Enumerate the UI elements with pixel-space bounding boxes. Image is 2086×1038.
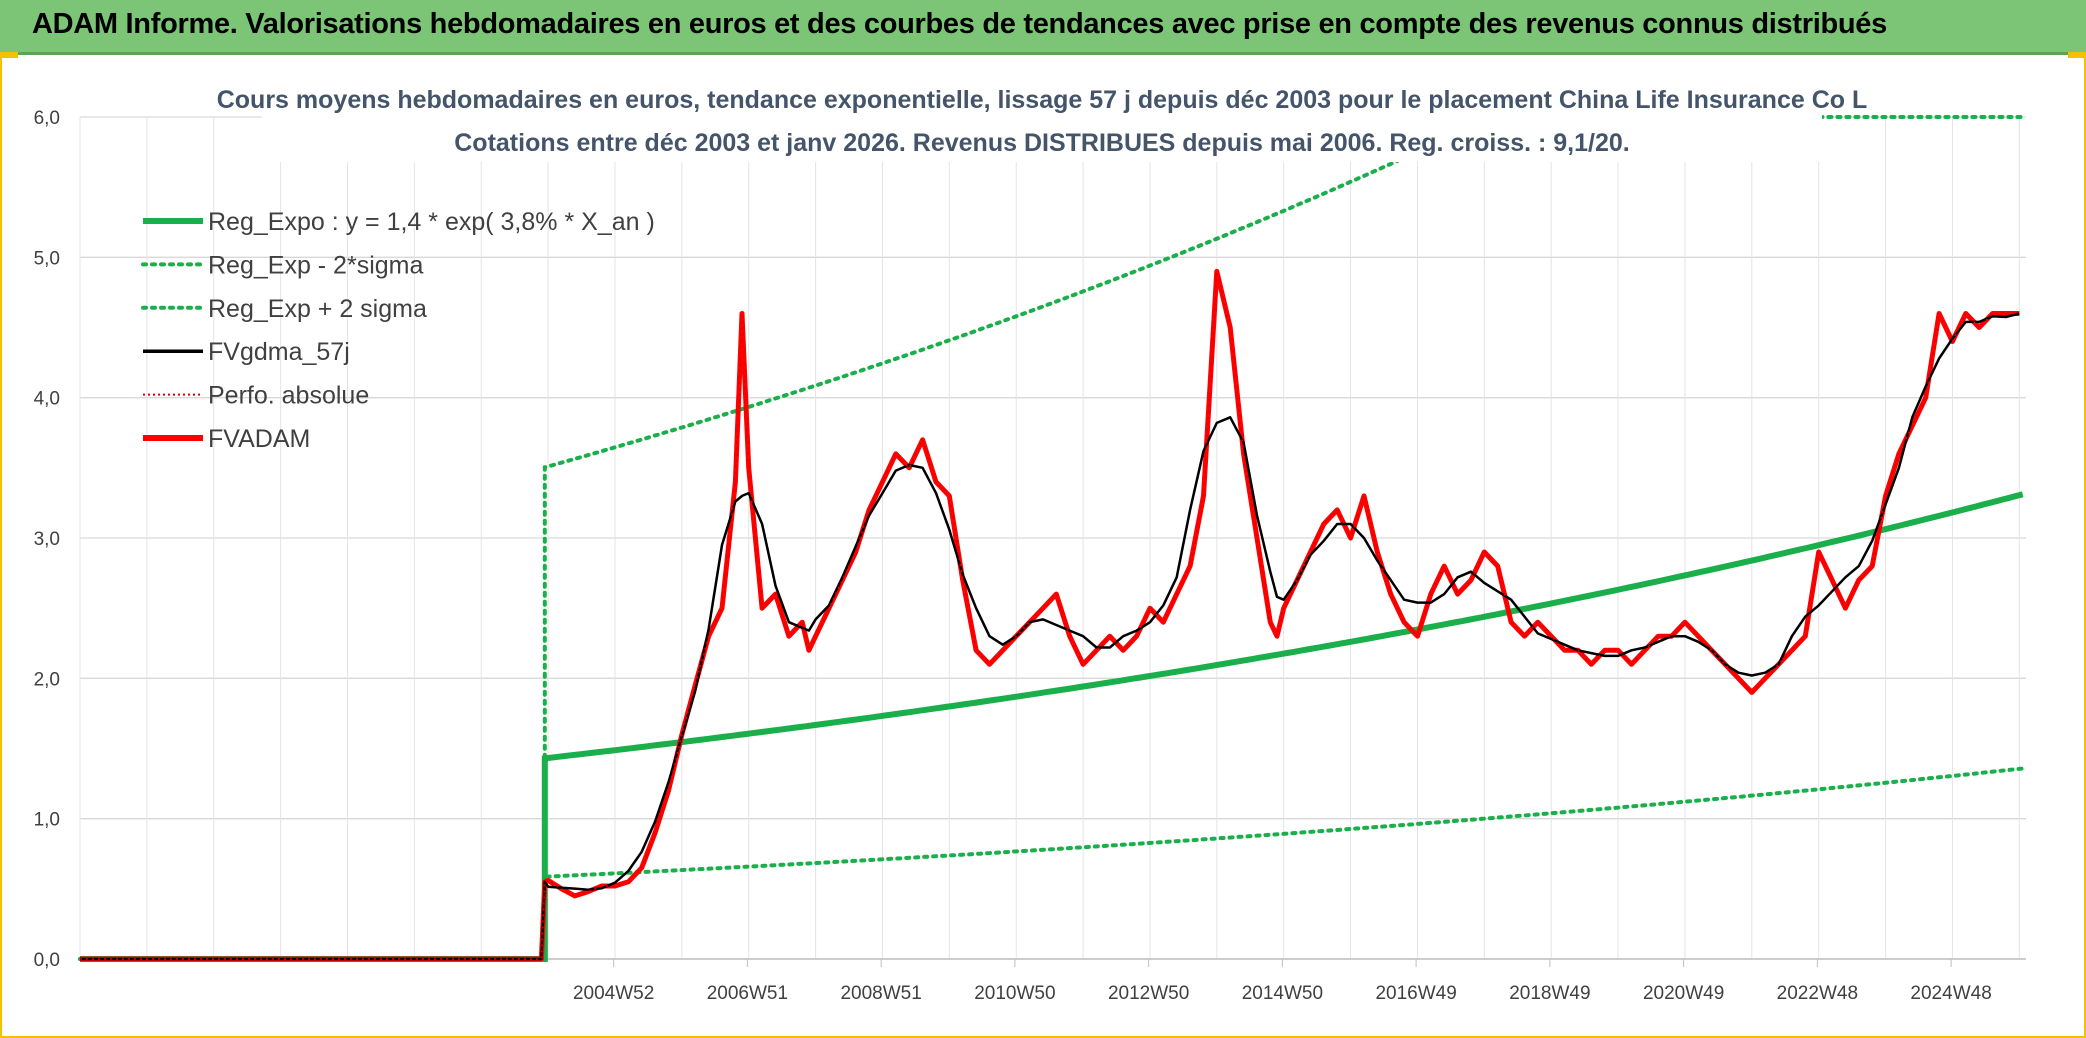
x-axis-ticks: 2004W52 2006W51 2008W51 2010W50 2012W50 2014W… <box>573 959 1992 1004</box>
y-tick-label: 5,0 <box>34 248 60 269</box>
title-background <box>262 86 1822 162</box>
fvadam-line <box>80 268 2020 962</box>
fvgdma-57j-line <box>80 312 2020 961</box>
chart-series <box>78 115 2025 962</box>
y-tick-label: 4,0 <box>34 389 60 410</box>
report-banner: ADAM Informe. Valorisations hebdomadaire… <box>0 0 2086 55</box>
chart-title-line-1: Cours moyens hebdomadaires en euros, ten… <box>217 86 1868 114</box>
corner-accent-left <box>0 52 18 58</box>
x-tick-label: 2012W50 <box>1108 983 1189 1004</box>
x-tick-label: 2024W48 <box>1910 983 1991 1004</box>
chart-grid <box>79 116 2026 960</box>
report-title: ADAM Informe. Valorisations hebdomadaire… <box>32 8 1887 40</box>
legend-label-reg_expo: Reg_Expo : y = 1,4 * exp( 3,8% * X_an ) <box>208 208 655 236</box>
chart-title-line-2: Cotations entre déc 2003 et janv 2026. R… <box>454 129 1629 157</box>
x-tick-label: 2016W49 <box>1375 983 1456 1004</box>
legend-label-fvgdma: FVgdma_57j <box>208 338 350 366</box>
legend-label-reg_hi: Reg_Exp + 2 sigma <box>208 295 427 323</box>
corner-accent-right <box>2068 52 2086 58</box>
x-tick-label: 2018W49 <box>1509 983 1590 1004</box>
x-tick-label: 2004W52 <box>573 983 654 1004</box>
reg-exp-minus-2sigma-line <box>78 766 2025 961</box>
y-axis-ticks: 0,0 1,0 2,0 3,0 4,0 5,0 6,0 <box>34 108 60 971</box>
x-tick-label: 2014W50 <box>1242 983 1323 1004</box>
y-tick-label: 1,0 <box>34 810 60 831</box>
legend-label-perfo: Perfo. absolue <box>208 382 369 410</box>
x-tick-label: 2020W49 <box>1643 983 1724 1004</box>
x-tick-label: 2010W50 <box>974 983 1055 1004</box>
legend-label-fvadam: FVADAM <box>208 425 310 453</box>
y-tick-label: 6,0 <box>34 108 60 129</box>
x-tick-label: 2022W48 <box>1777 983 1858 1004</box>
perfo-absolue-line <box>80 271 2020 960</box>
y-tick-label: 3,0 <box>34 529 60 550</box>
chart-legend: Reg_Expo : y = 1,4 * exp( 3,8% * X_an ) R… <box>141 208 655 453</box>
x-tick-label: 2008W51 <box>840 983 921 1004</box>
reg-expo-line <box>80 491 2024 962</box>
y-tick-label: 2,0 <box>34 669 60 690</box>
legend-label-reg_lo: Reg_Exp - 2*sigma <box>208 251 423 279</box>
y-tick-label: 0,0 <box>34 950 60 971</box>
x-tick-label: 2006W51 <box>707 983 788 1004</box>
